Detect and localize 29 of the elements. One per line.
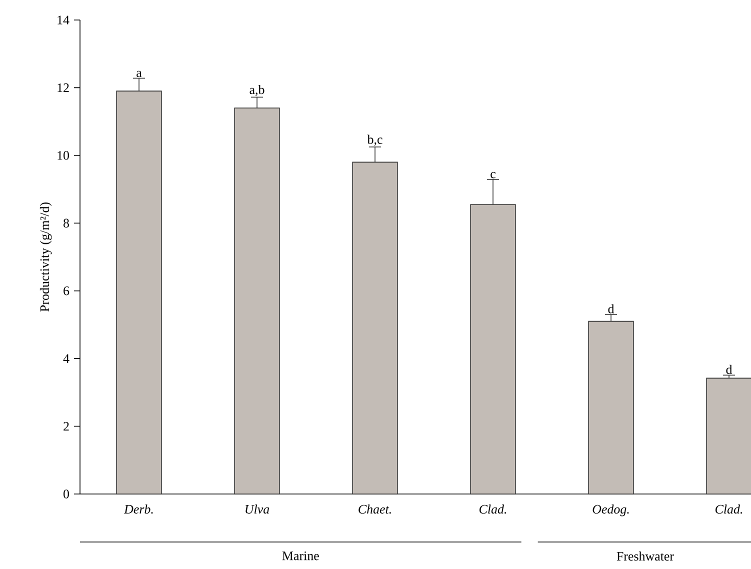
y-axis-title: Productivity (g/m²/d) bbox=[40, 202, 52, 312]
y-tick-label: 6 bbox=[64, 286, 70, 296]
x-tick-label: Chaet. bbox=[358, 504, 391, 514]
annotation: a bbox=[136, 70, 142, 78]
text: Freshwater bbox=[616, 552, 674, 561]
y-tick-label: 0 bbox=[64, 490, 69, 498]
y-tick-label: 14 bbox=[58, 16, 70, 24]
y-tick-label: 10 bbox=[58, 151, 69, 160]
text: Marine bbox=[282, 552, 319, 560]
y-tick-label: 2 bbox=[64, 422, 69, 431]
annotation: d bbox=[726, 364, 732, 374]
annotation: c bbox=[490, 172, 496, 178]
x-tick-label: Derb. bbox=[124, 504, 153, 514]
y-tick-label: 8 bbox=[64, 218, 69, 228]
y-tick-label: 12 bbox=[58, 83, 69, 92]
bar bbox=[352, 162, 398, 494]
bar bbox=[116, 90, 162, 494]
bar bbox=[234, 108, 280, 494]
annotation: b,c bbox=[367, 134, 382, 146]
annotation: d bbox=[608, 304, 614, 314]
bar bbox=[706, 378, 751, 494]
x-tick-label: Ulva bbox=[246, 504, 270, 514]
x-tick-label: Clad. bbox=[480, 504, 506, 514]
y-tick-label: 4 bbox=[63, 354, 70, 363]
bar bbox=[470, 204, 516, 494]
x-tick-label: Oedog. bbox=[592, 504, 629, 516]
annotation: a,b bbox=[250, 85, 264, 96]
x-tick-label: Clad. bbox=[716, 504, 742, 514]
bar bbox=[588, 320, 634, 494]
